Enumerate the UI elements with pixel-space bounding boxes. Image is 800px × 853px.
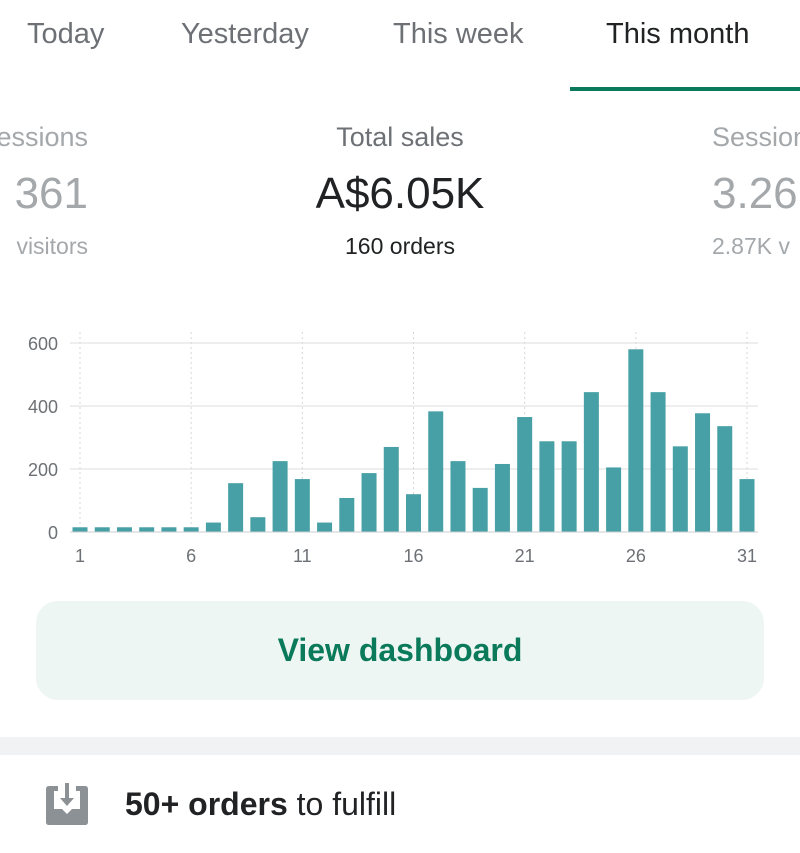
bar-day-20 [494,463,510,532]
fulfill-text: 50+ orders to fulfill [125,786,396,823]
stat-value: 3.26 [712,169,798,218]
active-tab-indicator [570,87,800,91]
bar-day-4 [139,527,155,532]
stat-sub: 160 orders [345,233,455,259]
bar-day-23 [561,441,577,532]
stat-label: Total sales [336,122,464,152]
bar-day-14 [361,473,377,532]
bar-day-17 [428,411,444,532]
bar-day-29 [695,413,711,532]
view-dashboard-button[interactable]: View dashboard [36,601,764,700]
stat-card-sessions-left[interactable]: Sessions 361 visitors [0,122,88,260]
stat-label: Sessions [712,122,800,152]
x-tick-label: 31 [737,546,757,566]
bar-day-19 [472,487,488,532]
bar-day-6 [183,527,199,532]
bar-day-5 [161,527,177,532]
stat-label: Sessions [0,122,88,152]
bar-day-24 [583,392,599,532]
stat-value: 361 [14,169,88,218]
bar-day-30 [717,426,733,532]
bar-day-9 [250,517,266,532]
stat-value: A$6.05K [315,169,485,218]
bar-day-7 [205,522,221,532]
x-tick-label: 6 [186,546,196,566]
bar-day-22 [539,441,555,532]
tab-this-month[interactable]: This month [606,18,750,50]
y-tick-label: 200 [28,460,58,480]
bar-day-16 [406,494,421,532]
bar-day-2 [94,527,110,532]
tab-yesterday[interactable]: Yesterday [181,18,309,50]
fulfill-suffix: to fulfill [287,786,397,822]
bar-day-27 [650,392,666,532]
x-tick-label: 16 [403,546,423,566]
bar-day-25 [606,467,622,532]
bar-day-28 [672,446,688,532]
bar-day-21 [517,417,533,532]
x-tick-label: 11 [293,546,312,566]
bar-day-12 [317,522,333,532]
x-tick-label: 1 [75,546,85,566]
bar-day-8 [228,483,244,532]
y-tick-label: 600 [28,334,58,354]
bar-day-11 [294,479,310,532]
bar-day-15 [383,446,399,532]
bar-day-26 [628,349,644,532]
tab-this-week[interactable]: This week [393,18,524,50]
stat-card-sessions-right[interactable]: Sessions 3.26 2.87K v [712,122,800,260]
y-tick-label: 400 [28,397,58,417]
section-divider [0,737,800,755]
inbox-download-icon [46,783,88,825]
bar-day-10 [272,461,288,532]
bar-day-31 [739,479,755,532]
bar-day-1 [72,527,88,532]
fulfill-count: 50+ orders [125,786,288,822]
bar-day-3 [116,527,132,532]
bar-day-18 [450,461,466,532]
x-tick-label: 21 [515,546,535,566]
bar-day-13 [339,497,355,532]
x-tick-label: 26 [626,546,646,566]
tab-today[interactable]: Today [27,18,105,50]
stat-card-total-sales[interactable]: Total sales A$6.05K 160 orders [250,122,550,260]
y-tick-label: 0 [48,523,58,543]
stat-sub: visitors [16,233,88,259]
orders-to-fulfill-row[interactable]: 50+ orders to fulfill [0,760,800,853]
stat-sub: 2.87K v [712,233,790,259]
